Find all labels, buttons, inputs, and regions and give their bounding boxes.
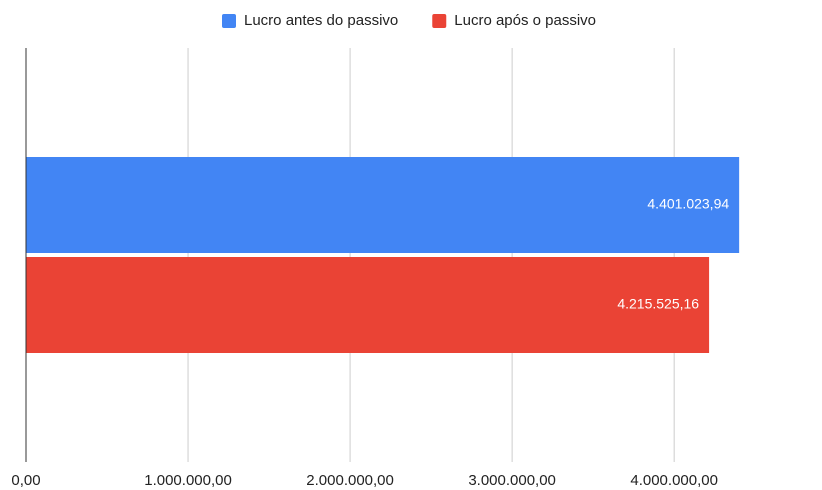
x-tick-label: 4.000.000,00 (630, 472, 718, 489)
x-tick-label: 3.000.000,00 (468, 472, 556, 489)
legend-label: Lucro antes do passivo (244, 12, 398, 29)
data-label: 4.215.525,16 (617, 296, 699, 312)
legend-swatch (222, 14, 236, 28)
data-label: 4.401.023,94 (647, 196, 729, 212)
legend-label: Lucro após o passivo (454, 12, 596, 29)
x-tick-label: 0,00 (11, 472, 40, 489)
x-tick-label: 1.000.000,00 (144, 472, 232, 489)
legend-swatch (432, 14, 447, 28)
bar (26, 257, 710, 353)
x-tick-label: 2.000.000,00 (306, 472, 394, 489)
bar (26, 157, 740, 253)
